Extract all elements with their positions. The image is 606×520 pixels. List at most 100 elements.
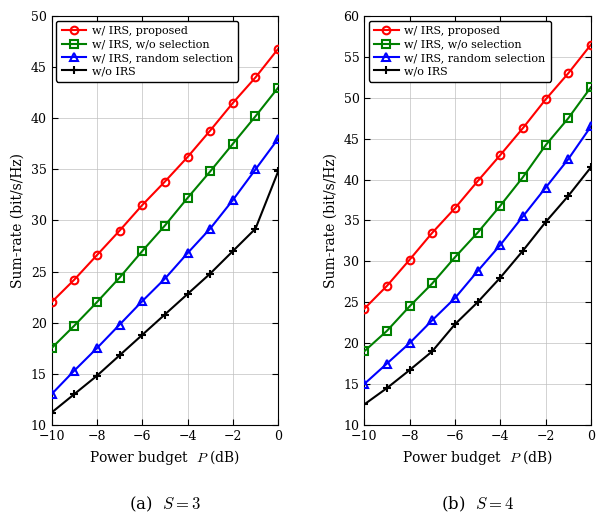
w/o IRS <box>161 311 168 318</box>
w/ IRS, random selection <box>139 298 146 304</box>
w/ IRS, proposed <box>139 202 146 209</box>
w/ IRS, w/o selection <box>361 348 368 355</box>
w/o IRS <box>207 270 214 277</box>
w/o IRS <box>542 219 549 225</box>
w/o IRS <box>361 401 368 408</box>
Line: w/ IRS, random selection: w/ IRS, random selection <box>48 135 282 398</box>
w/ IRS, random selection <box>116 321 123 328</box>
w/ IRS, random selection <box>587 123 594 129</box>
w/ IRS, random selection <box>383 360 390 367</box>
w/ IRS, proposed <box>406 256 413 263</box>
w/ IRS, w/o selection <box>587 84 594 90</box>
w/o IRS <box>383 385 390 391</box>
w/ IRS, w/o selection <box>161 223 168 229</box>
w/ IRS, proposed <box>161 178 168 185</box>
w/ IRS, w/o selection <box>474 230 481 236</box>
w/ IRS, random selection <box>275 136 282 142</box>
w/ IRS, random selection <box>229 197 236 203</box>
w/ IRS, random selection <box>474 268 481 274</box>
X-axis label: Power budget  $P$ (dB): Power budget $P$ (dB) <box>402 448 553 467</box>
Line: w/ IRS, w/o selection: w/ IRS, w/o selection <box>48 84 282 352</box>
w/ IRS, random selection <box>48 391 55 397</box>
w/ IRS, random selection <box>184 250 191 256</box>
w/ IRS, random selection <box>496 242 504 248</box>
w/ IRS, proposed <box>184 154 191 160</box>
w/ IRS, w/o selection <box>184 195 191 201</box>
Line: w/ IRS, w/o selection: w/ IRS, w/o selection <box>361 83 594 355</box>
w/ IRS, random selection <box>451 295 459 301</box>
Line: w/ IRS, proposed: w/ IRS, proposed <box>48 45 282 306</box>
w/ IRS, w/o selection <box>116 275 123 281</box>
Legend: w/ IRS, proposed, w/ IRS, w/o selection, w/ IRS, random selection, w/o IRS: w/ IRS, proposed, w/ IRS, w/o selection,… <box>56 21 238 82</box>
w/ IRS, random selection <box>70 368 78 374</box>
w/ IRS, random selection <box>93 345 101 352</box>
w/ IRS, w/o selection <box>48 345 55 352</box>
w/o IRS <box>406 367 413 373</box>
w/o IRS <box>519 248 527 254</box>
w/o IRS <box>70 391 78 397</box>
w/ IRS, random selection <box>161 276 168 282</box>
w/o IRS <box>48 409 55 415</box>
w/ IRS, random selection <box>428 317 436 323</box>
w/ IRS, proposed <box>519 125 527 131</box>
Line: w/o IRS: w/o IRS <box>361 163 594 408</box>
w/ IRS, random selection <box>406 340 413 346</box>
w/ IRS, proposed <box>252 74 259 81</box>
Text: (a)  $S = 3$: (a) $S = 3$ <box>129 495 201 514</box>
w/ IRS, proposed <box>496 152 504 158</box>
w/o IRS <box>184 291 191 297</box>
w/ IRS, w/o selection <box>519 174 527 180</box>
w/ IRS, proposed <box>229 100 236 106</box>
w/ IRS, w/o selection <box>383 328 390 334</box>
w/ IRS, random selection <box>565 156 572 162</box>
w/ IRS, proposed <box>383 283 390 289</box>
w/o IRS <box>116 352 123 358</box>
w/ IRS, proposed <box>48 299 55 305</box>
w/o IRS <box>252 226 259 232</box>
w/ IRS, w/o selection <box>70 322 78 329</box>
w/ IRS, w/o selection <box>565 115 572 122</box>
w/ IRS, w/o selection <box>93 299 101 305</box>
w/ IRS, random selection <box>542 185 549 191</box>
X-axis label: Power budget  $P$ (dB): Power budget $P$ (dB) <box>89 448 241 467</box>
Line: w/ IRS, proposed: w/ IRS, proposed <box>361 41 594 313</box>
w/ IRS, proposed <box>70 277 78 283</box>
Text: (b)  $S = 4$: (b) $S = 4$ <box>441 495 514 514</box>
w/ IRS, w/o selection <box>406 303 413 309</box>
w/ IRS, proposed <box>428 230 436 236</box>
w/o IRS <box>451 321 459 328</box>
w/ IRS, proposed <box>451 205 459 211</box>
w/ IRS, w/o selection <box>542 142 549 148</box>
w/ IRS, w/o selection <box>139 248 146 254</box>
Line: w/ IRS, random selection: w/ IRS, random selection <box>361 123 594 388</box>
Y-axis label: Sum-rate (bit/s/Hz): Sum-rate (bit/s/Hz) <box>11 153 25 288</box>
w/ IRS, w/o selection <box>451 254 459 261</box>
Legend: w/ IRS, proposed, w/ IRS, w/o selection, w/ IRS, random selection, w/o IRS: w/ IRS, proposed, w/ IRS, w/o selection,… <box>368 21 551 82</box>
w/o IRS <box>428 348 436 355</box>
w/ IRS, proposed <box>93 252 101 258</box>
w/o IRS <box>474 299 481 305</box>
w/ IRS, w/o selection <box>428 280 436 287</box>
w/ IRS, random selection <box>252 166 259 173</box>
w/ IRS, w/o selection <box>229 141 236 147</box>
w/ IRS, w/o selection <box>496 203 504 209</box>
Line: w/o IRS: w/o IRS <box>48 167 282 417</box>
w/ IRS, proposed <box>275 46 282 52</box>
w/ IRS, random selection <box>361 381 368 387</box>
w/ IRS, w/o selection <box>275 85 282 91</box>
w/ IRS, proposed <box>587 42 594 48</box>
w/o IRS <box>275 168 282 175</box>
w/ IRS, proposed <box>207 127 214 134</box>
w/ IRS, w/o selection <box>207 168 214 175</box>
w/ IRS, proposed <box>361 306 368 312</box>
w/ IRS, proposed <box>116 228 123 234</box>
w/o IRS <box>496 275 504 281</box>
w/o IRS <box>587 164 594 171</box>
w/o IRS <box>139 332 146 338</box>
w/o IRS <box>93 373 101 379</box>
w/o IRS <box>229 248 236 254</box>
w/ IRS, random selection <box>207 226 214 232</box>
w/ IRS, random selection <box>519 213 527 219</box>
w/ IRS, proposed <box>474 178 481 185</box>
w/o IRS <box>565 193 572 199</box>
